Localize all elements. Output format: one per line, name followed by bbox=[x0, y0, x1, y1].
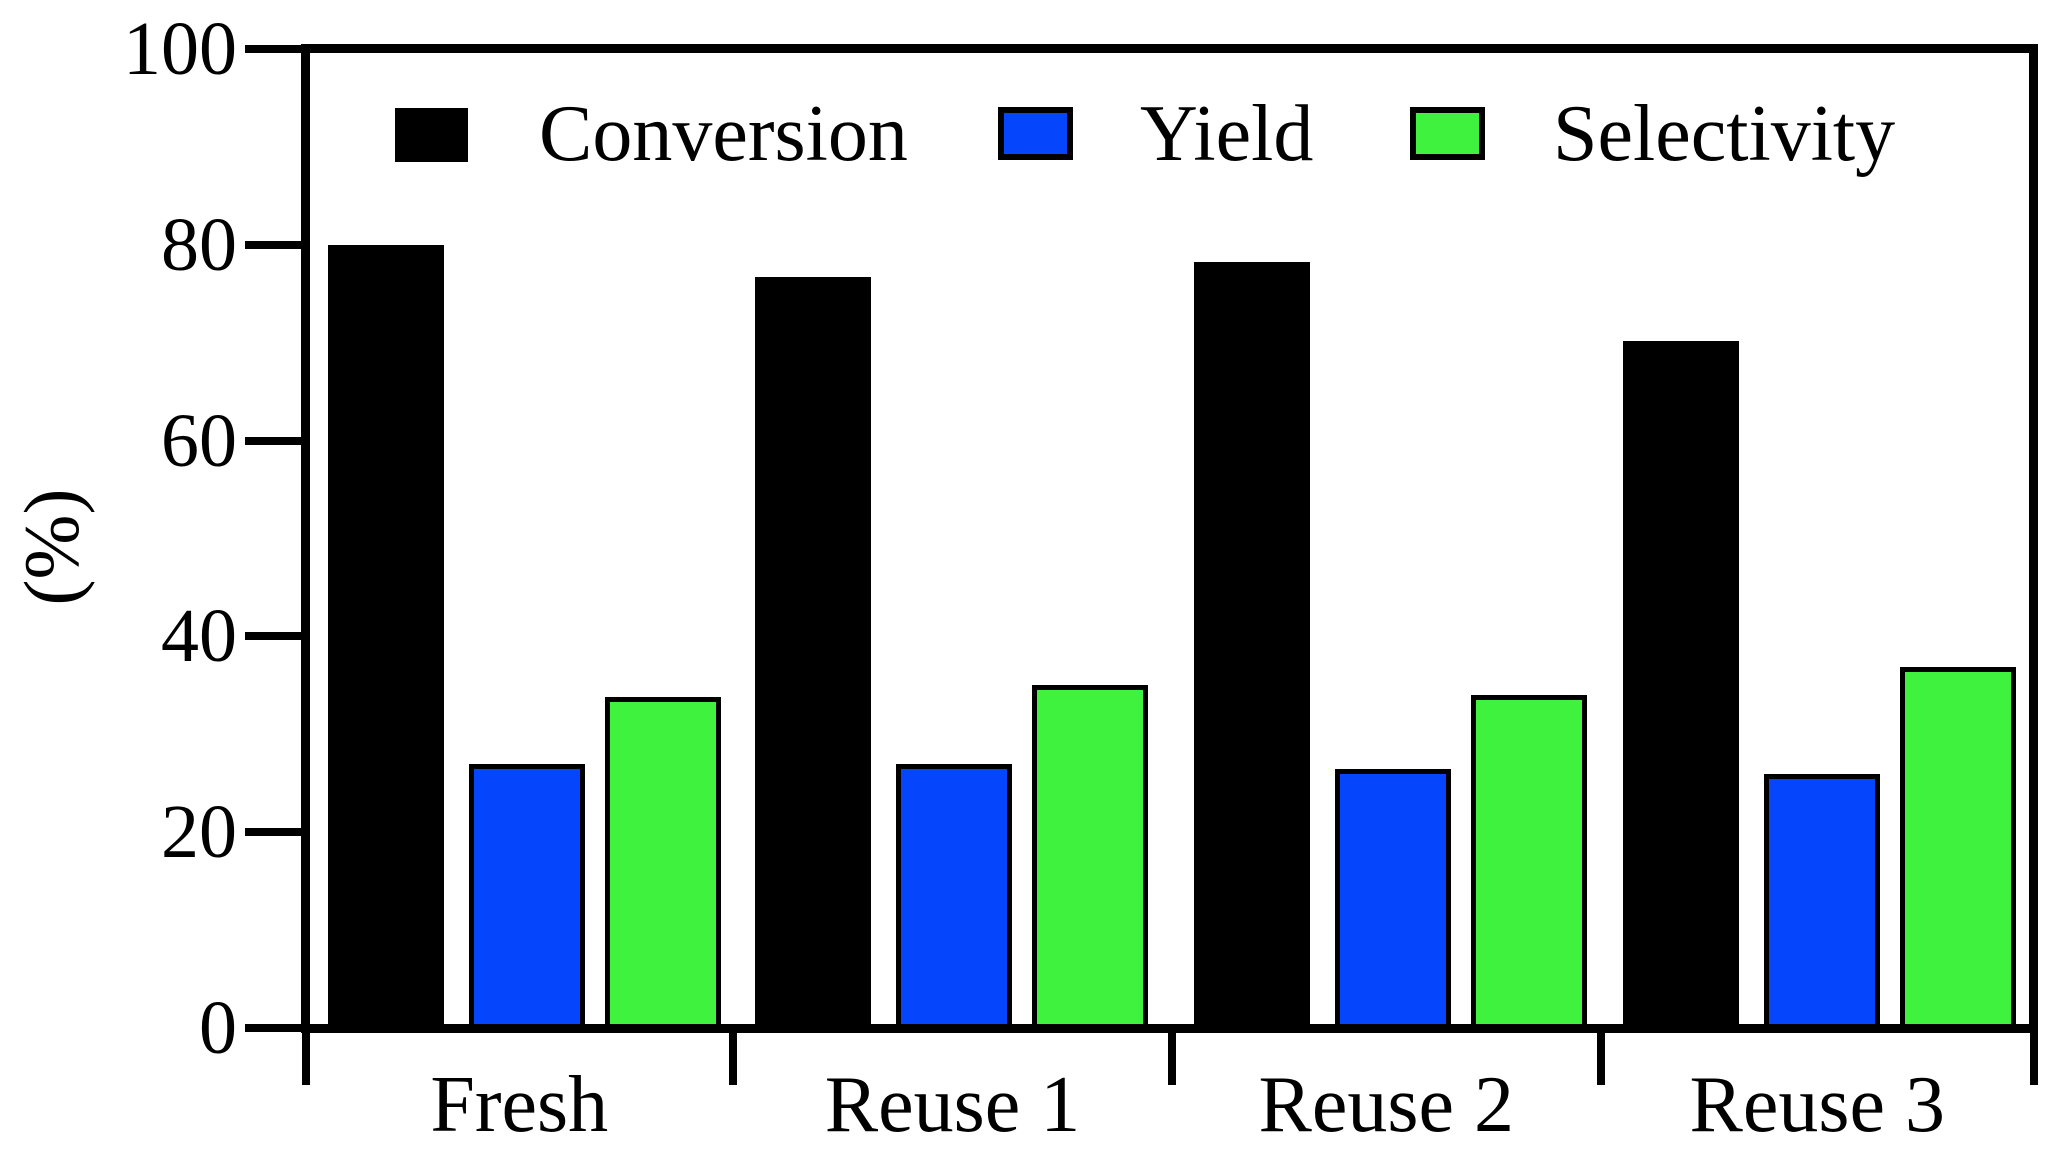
bar-yield-reuse-3 bbox=[1763, 774, 1880, 1032]
y-tick-label-80: 80 bbox=[161, 202, 237, 287]
legend-swatch-yield bbox=[998, 107, 1073, 160]
y-tick-label-100: 100 bbox=[123, 7, 237, 91]
x-category-label-fresh: Fresh bbox=[430, 1061, 609, 1149]
y-tick-label-0: 0 bbox=[199, 986, 237, 1070]
x-category-label-reuse-2: Reuse 2 bbox=[1258, 1061, 1515, 1149]
y-tick-label-40: 40 bbox=[161, 594, 237, 679]
y-tick-80 bbox=[245, 240, 303, 249]
y-tick-20 bbox=[245, 828, 303, 837]
bar-conversion-reuse-1 bbox=[755, 277, 871, 1032]
x-divider-tick-4 bbox=[2030, 1028, 2038, 1085]
bar-yield-fresh bbox=[468, 763, 585, 1032]
bar-yield-reuse-1 bbox=[896, 763, 1012, 1032]
x-divider-tick-3 bbox=[1596, 1028, 1605, 1085]
x-category-label-reuse-3: Reuse 3 bbox=[1689, 1061, 1946, 1149]
y-tick-label-60: 60 bbox=[161, 398, 237, 483]
x-category-label-reuse-1: Reuse 1 bbox=[824, 1061, 1081, 1149]
x-divider-tick-2 bbox=[1168, 1028, 1176, 1085]
y-tick-40 bbox=[245, 632, 303, 641]
bar-selectivity-reuse-3 bbox=[1899, 666, 2016, 1032]
legend-label-selectivity: Selectivity bbox=[1553, 90, 1896, 178]
y-tick-100 bbox=[245, 45, 303, 53]
bar-conversion-fresh bbox=[327, 244, 444, 1032]
bar-conversion-reuse-3 bbox=[1622, 340, 1739, 1032]
bar-selectivity-fresh bbox=[604, 697, 721, 1032]
bar-conversion-reuse-2 bbox=[1194, 262, 1310, 1032]
bar-yield-reuse-2 bbox=[1335, 768, 1451, 1032]
bar-selectivity-reuse-1 bbox=[1032, 685, 1148, 1032]
x-divider-tick-0 bbox=[301, 1028, 310, 1085]
legend-swatch-conversion bbox=[395, 108, 468, 162]
y-tick-60 bbox=[245, 436, 303, 445]
legend-label-conversion: Conversion bbox=[539, 90, 908, 178]
y-tick-label-20: 20 bbox=[161, 790, 237, 875]
y-tick-0 bbox=[245, 1024, 303, 1032]
bar-selectivity-reuse-2 bbox=[1471, 695, 1587, 1032]
legend-swatch-selectivity bbox=[1410, 107, 1485, 160]
legend-label-yield: Yield bbox=[1140, 90, 1314, 178]
x-divider-tick-1 bbox=[729, 1028, 737, 1085]
